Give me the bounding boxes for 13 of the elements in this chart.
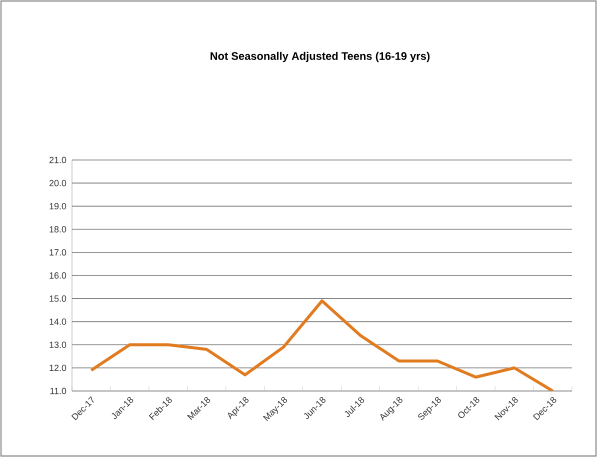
y-tick-label: 19.0 [50, 203, 66, 210]
y-tick-label: 15.0 [50, 295, 66, 302]
y-tick-label: 13.0 [50, 342, 66, 348]
y-tick-label: 12.0 [50, 364, 66, 372]
y-tick-label: 14.0 [50, 318, 66, 325]
y-tick-label: 17.0 [50, 249, 66, 256]
y-tick-label: 16.0 [50, 272, 66, 279]
line-series [90, 299, 554, 391]
y-tick-label: 20.0 [49, 180, 66, 186]
chart-title: Not Seasonally Adjusted Teens (16-19 yrs) [210, 52, 430, 62]
y-tick-label: 11.0 [50, 388, 66, 394]
y-tick-label: 18.0 [50, 226, 66, 232]
y-tick-label: 21.0 [49, 156, 66, 164]
